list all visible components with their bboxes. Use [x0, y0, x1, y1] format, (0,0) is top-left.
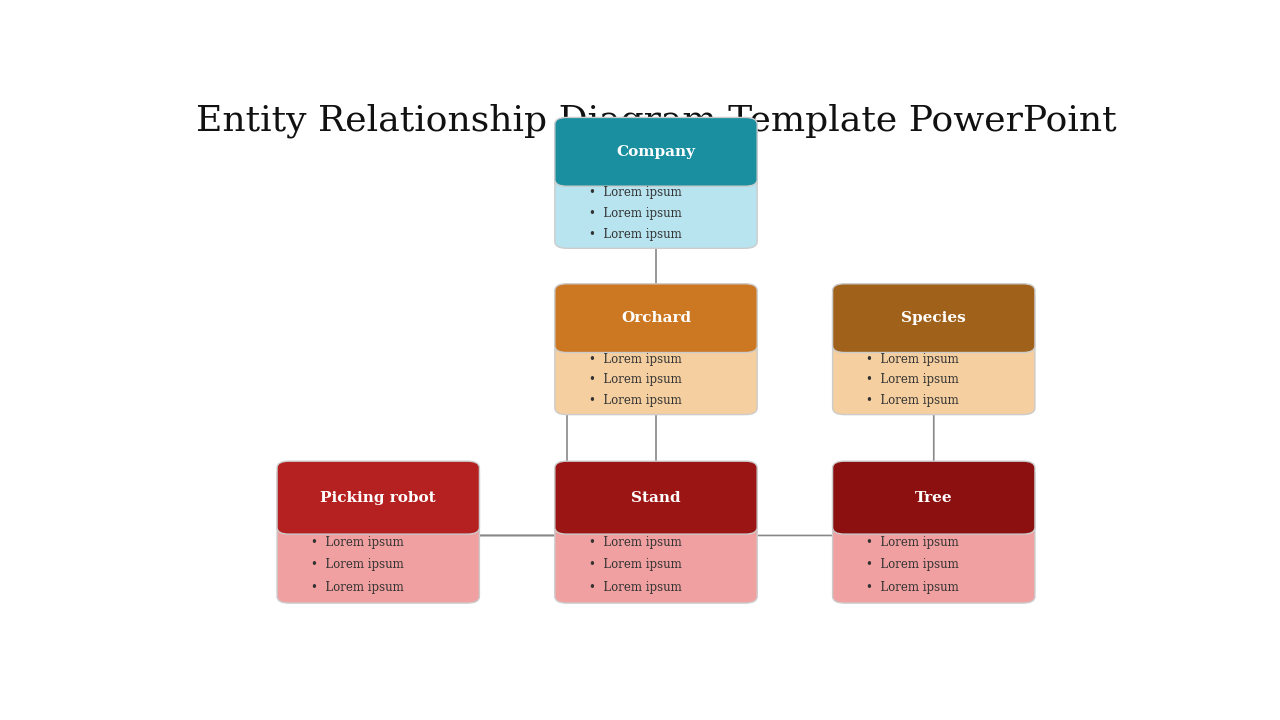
FancyBboxPatch shape [276, 468, 480, 603]
Text: •  Lorem ipsum: • Lorem ipsum [589, 581, 681, 594]
Text: •  Lorem ipsum: • Lorem ipsum [867, 394, 959, 407]
FancyBboxPatch shape [554, 124, 758, 248]
Text: •  Lorem ipsum: • Lorem ipsum [589, 536, 681, 549]
Text: Stand: Stand [631, 490, 681, 505]
Bar [567, 329, 745, 346]
Text: Species: Species [901, 311, 966, 325]
Text: •  Lorem ipsum: • Lorem ipsum [867, 559, 959, 572]
Text: Tree: Tree [915, 490, 952, 505]
FancyBboxPatch shape [832, 468, 1036, 603]
FancyBboxPatch shape [554, 117, 758, 186]
Bar [845, 329, 1023, 346]
Text: •  Lorem ipsum: • Lorem ipsum [589, 353, 681, 366]
Bar [567, 163, 745, 179]
FancyBboxPatch shape [554, 462, 758, 534]
Bar [289, 511, 467, 528]
Text: •  Lorem ipsum: • Lorem ipsum [867, 353, 959, 366]
FancyBboxPatch shape [276, 462, 480, 534]
FancyBboxPatch shape [832, 290, 1036, 415]
Text: Picking robot: Picking robot [320, 490, 436, 505]
Text: •  Lorem ipsum: • Lorem ipsum [867, 536, 959, 549]
Text: •  Lorem ipsum: • Lorem ipsum [589, 186, 681, 199]
Text: •  Lorem ipsum: • Lorem ipsum [311, 559, 403, 572]
Text: •  Lorem ipsum: • Lorem ipsum [867, 581, 959, 594]
Text: •  Lorem ipsum: • Lorem ipsum [589, 228, 681, 240]
Bar [845, 511, 1023, 528]
FancyBboxPatch shape [554, 284, 758, 353]
Text: Entity Relationship Diagram Template PowerPoint: Entity Relationship Diagram Template Pow… [196, 103, 1116, 138]
Bar [567, 511, 745, 528]
Text: •  Lorem ipsum: • Lorem ipsum [589, 559, 681, 572]
FancyBboxPatch shape [832, 284, 1036, 353]
Text: •  Lorem ipsum: • Lorem ipsum [311, 536, 403, 549]
Text: •  Lorem ipsum: • Lorem ipsum [867, 373, 959, 387]
Text: Company: Company [617, 145, 695, 159]
Text: •  Lorem ipsum: • Lorem ipsum [311, 581, 403, 594]
FancyBboxPatch shape [554, 290, 758, 415]
Text: •  Lorem ipsum: • Lorem ipsum [589, 373, 681, 387]
Text: •  Lorem ipsum: • Lorem ipsum [589, 394, 681, 407]
FancyBboxPatch shape [554, 468, 758, 603]
Text: •  Lorem ipsum: • Lorem ipsum [589, 207, 681, 220]
FancyBboxPatch shape [832, 462, 1036, 534]
Text: Orchard: Orchard [621, 311, 691, 325]
